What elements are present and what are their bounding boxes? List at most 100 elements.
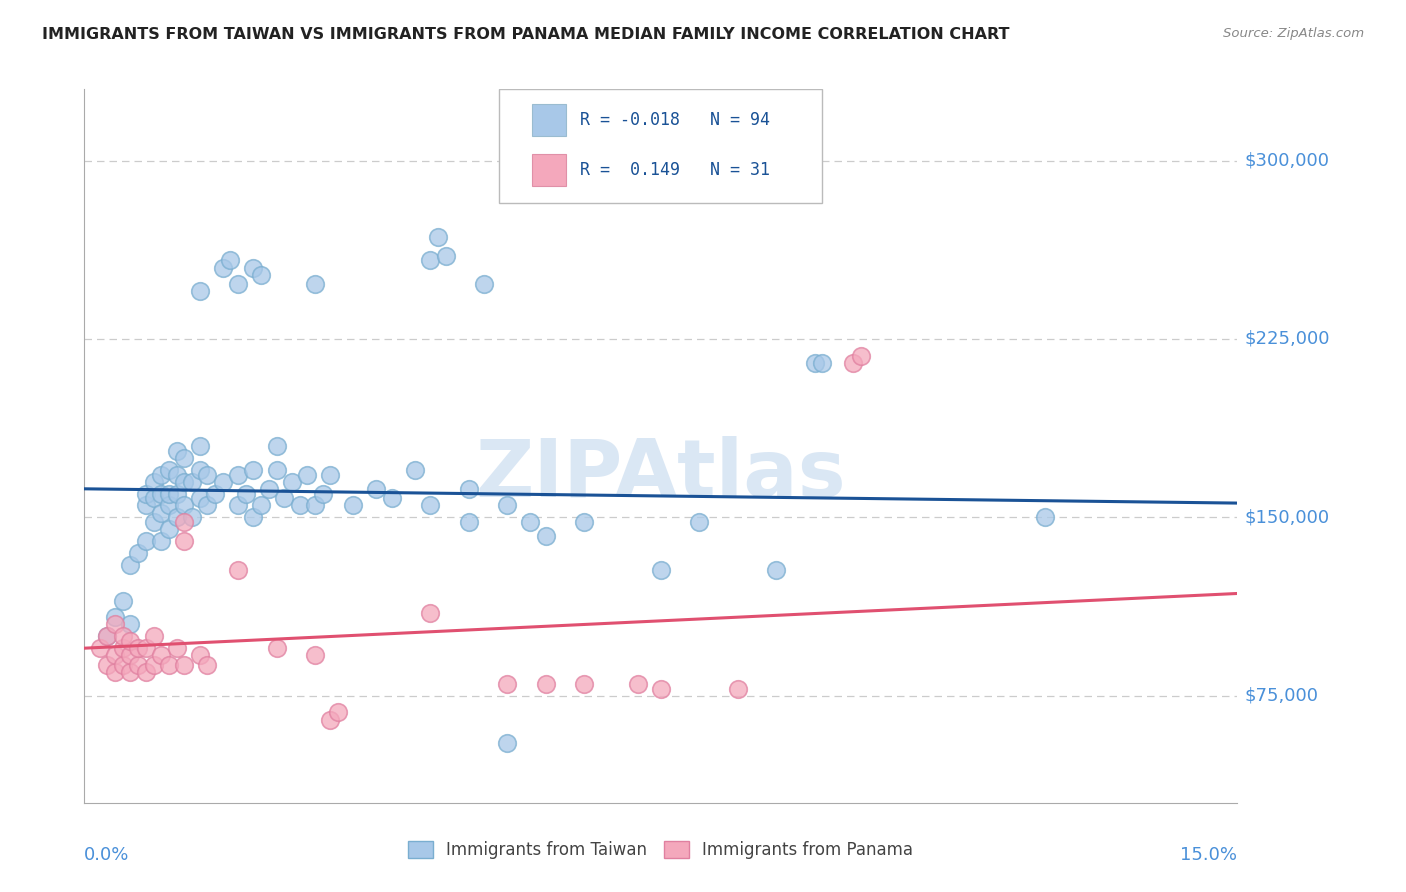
Point (120, 617, 142, 632)
Point (188, 491, 211, 506)
Point (104, 665, 127, 679)
Point (257, 482, 280, 496)
Point (319, 467, 342, 482)
Point (195, 657, 218, 672)
Point (366, 482, 388, 496)
Point (727, 681, 749, 696)
Point (281, 475, 304, 489)
Text: 0.0%: 0.0% (84, 846, 129, 863)
Text: R = -0.018   N = 94: R = -0.018 N = 94 (581, 112, 770, 129)
Point (472, 277, 495, 292)
Point (304, 499, 326, 513)
Point (311, 486, 333, 500)
Point (204, 486, 226, 500)
FancyBboxPatch shape (531, 104, 567, 136)
Point (419, 253, 441, 268)
Point (111, 629, 134, 643)
Point (1033, 510, 1056, 524)
Point (811, 356, 834, 370)
Point (120, 634, 142, 648)
Point (111, 657, 134, 672)
Point (104, 617, 127, 632)
Point (235, 486, 257, 500)
Point (127, 546, 149, 560)
Point (157, 486, 180, 500)
Point (173, 475, 195, 489)
Point (250, 268, 273, 282)
Legend: Immigrants from Taiwan, Immigrants from Panama: Immigrants from Taiwan, Immigrants from … (402, 834, 920, 866)
Point (226, 467, 249, 482)
Point (188, 285, 211, 299)
Point (188, 648, 211, 663)
Point (496, 677, 519, 691)
Point (226, 499, 249, 513)
Text: $300,000: $300,000 (1244, 152, 1329, 169)
Point (135, 665, 157, 679)
Point (188, 439, 211, 453)
Point (111, 641, 134, 656)
Point (142, 629, 165, 643)
Point (173, 534, 195, 549)
Point (188, 463, 211, 477)
Point (765, 563, 787, 577)
Point (381, 491, 404, 506)
Point (304, 648, 326, 663)
Point (842, 356, 865, 370)
Point (127, 657, 149, 672)
Point (150, 506, 173, 520)
Point (157, 463, 180, 477)
Point (457, 515, 479, 529)
Point (434, 249, 457, 263)
Point (157, 522, 180, 536)
Point (572, 515, 595, 529)
Point (142, 657, 165, 672)
Point (534, 677, 557, 691)
Point (195, 467, 218, 482)
Point (266, 439, 288, 453)
Point (96, 629, 118, 643)
Point (96, 629, 118, 643)
Point (496, 499, 519, 513)
Point (166, 443, 188, 458)
Point (166, 641, 188, 656)
Text: IMMIGRANTS FROM TAIWAN VS IMMIGRANTS FROM PANAMA MEDIAN FAMILY INCOME CORRELATIO: IMMIGRANTS FROM TAIWAN VS IMMIGRANTS FRO… (42, 27, 1010, 42)
Point (157, 657, 180, 672)
Point (104, 610, 127, 624)
Point (127, 641, 149, 656)
Point (226, 563, 249, 577)
Point (173, 450, 195, 465)
Point (627, 677, 650, 691)
Point (319, 713, 342, 727)
Point (650, 563, 672, 577)
Point (173, 499, 195, 513)
Point (242, 260, 264, 275)
Point (419, 606, 441, 620)
Point (688, 515, 710, 529)
Point (135, 534, 157, 549)
Point (150, 534, 173, 549)
Point (297, 467, 319, 482)
Point (135, 641, 157, 656)
Point (166, 510, 188, 524)
Point (120, 665, 142, 679)
Point (135, 486, 157, 500)
FancyBboxPatch shape (531, 154, 567, 186)
Point (166, 486, 188, 500)
Point (849, 349, 872, 363)
Point (250, 499, 273, 513)
Point (150, 486, 173, 500)
Point (226, 277, 249, 292)
Text: R =  0.149   N = 31: R = 0.149 N = 31 (581, 161, 770, 179)
Point (142, 475, 165, 489)
Point (195, 499, 218, 513)
Point (135, 499, 157, 513)
Point (404, 463, 426, 477)
Point (266, 463, 288, 477)
Point (120, 558, 142, 572)
Point (211, 260, 233, 275)
Point (288, 499, 311, 513)
Point (572, 677, 595, 691)
Point (326, 706, 349, 720)
Point (803, 356, 825, 370)
Text: $75,000: $75,000 (1244, 687, 1319, 705)
